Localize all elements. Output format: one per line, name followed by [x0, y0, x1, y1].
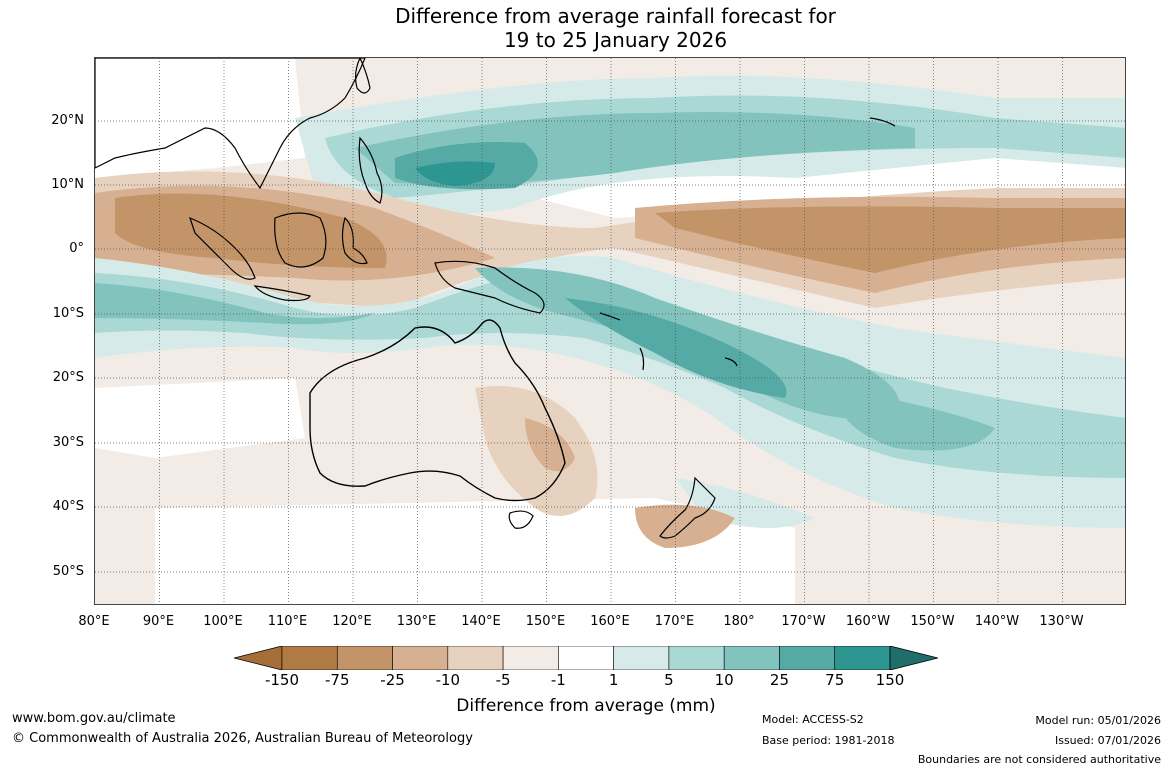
- model-name: Model: ACCESS-S2: [762, 713, 864, 726]
- website-link[interactable]: www.bom.gov.au/climate: [12, 711, 176, 726]
- lat-label-10n: 10°N: [51, 177, 84, 192]
- map-title: Difference from average rainfall forecas…: [0, 4, 1173, 52]
- colorbar-tick-label: 150: [875, 671, 905, 689]
- colorbar-tick-label: -75: [325, 671, 350, 689]
- colorbar-tick-label: -10: [435, 671, 461, 689]
- colorbar-tick-label: 10: [714, 671, 734, 689]
- issued-date: Issued: 07/01/2026: [1054, 734, 1161, 747]
- colorbar-cell: [558, 646, 614, 670]
- colorbar-cell: [723, 646, 780, 670]
- lon-label: 140°W: [974, 614, 1020, 629]
- colorbar-cell: [502, 646, 559, 670]
- lat-label-0: 0°: [69, 241, 84, 256]
- lon-label: 180°: [723, 614, 755, 629]
- lon-label: 80°E: [78, 614, 110, 629]
- colorbar-cell: [447, 646, 504, 670]
- colorbar-tick-label: -25: [380, 671, 405, 689]
- lon-label: 130°W: [1039, 614, 1084, 629]
- model-run-date: Model run: 05/01/2026: [1035, 714, 1161, 727]
- rainfall-anomaly-map: [94, 57, 1126, 605]
- base-period: Base period: 1981-2018: [762, 734, 895, 747]
- colorbar-cell: [779, 646, 836, 670]
- colorbar-cell: [336, 646, 393, 670]
- copyright-text: © Commonwealth of Australia 2026, Austra…: [12, 731, 473, 746]
- lat-label-20n: 20°N: [51, 113, 84, 128]
- colorbar-tick-label: 75: [825, 671, 845, 689]
- colorbar-tick-label: -1: [550, 671, 566, 689]
- lon-label: 130°E: [396, 614, 437, 629]
- lon-label: 160°E: [590, 614, 630, 629]
- lon-label: 120°E: [332, 614, 372, 629]
- map-canvas: [95, 58, 1125, 604]
- lon-label: 150°E: [525, 614, 566, 629]
- lon-label: 110°E: [267, 614, 308, 629]
- lat-label-30s: 30°S: [52, 435, 84, 450]
- colorbar-cell: [834, 646, 891, 670]
- lat-label-20s: 20°S: [52, 370, 84, 385]
- colorbar-cell: [392, 646, 449, 670]
- colorbar: [234, 646, 938, 670]
- colorbar-extend-low: [234, 646, 283, 670]
- colorbar-tick-label: -150: [264, 671, 300, 689]
- colorbar-tick-label: 25: [769, 671, 789, 689]
- lon-label: 170°E: [654, 614, 695, 629]
- lon-label: 100°E: [203, 614, 243, 629]
- lon-label: 140°E: [461, 614, 501, 629]
- lon-label: 150°W: [910, 614, 955, 629]
- colorbar-cell: [668, 646, 725, 670]
- title-line-1: Difference from average rainfall forecas…: [395, 4, 836, 28]
- colorbar-cell: [613, 646, 670, 670]
- boundaries-disclaimer: Boundaries are not considered authoritat…: [917, 753, 1161, 766]
- lon-label: 170°W: [781, 614, 826, 629]
- colorbar-extend-high: [889, 646, 938, 670]
- colorbar-cell: [281, 646, 338, 670]
- title-line-2: 19 to 25 January 2026: [503, 28, 728, 52]
- colorbar-tick-label: 5: [664, 671, 674, 689]
- colorbar-tick-label: 1: [608, 671, 619, 689]
- lon-label: 160°W: [845, 614, 891, 629]
- colorbar-title: Difference from average (mm): [456, 696, 716, 716]
- lon-label: 90°E: [142, 614, 175, 629]
- lat-label-50s: 50°S: [52, 564, 84, 579]
- lat-label-10s: 10°S: [52, 306, 84, 321]
- colorbar-tick-label: -5: [495, 671, 511, 689]
- lat-label-40s: 40°S: [52, 499, 84, 514]
